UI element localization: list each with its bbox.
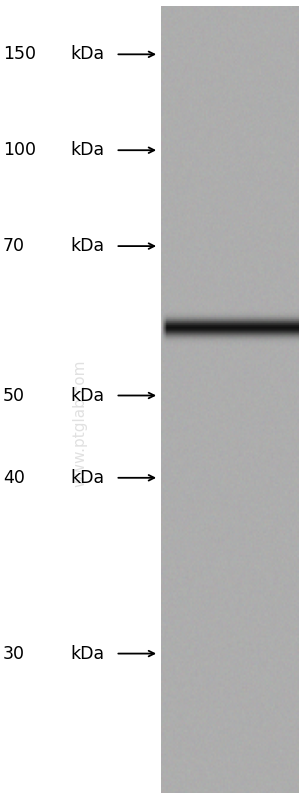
- Text: 150: 150: [3, 46, 36, 63]
- Text: kDa: kDa: [70, 645, 105, 662]
- Text: kDa: kDa: [70, 237, 105, 255]
- Text: kDa: kDa: [70, 469, 105, 487]
- Text: 30: 30: [3, 645, 25, 662]
- Text: 70: 70: [3, 237, 25, 255]
- Text: 50: 50: [3, 387, 25, 404]
- Bar: [0, 0, 156, 799]
- Text: 40: 40: [3, 469, 25, 487]
- Text: kDa: kDa: [70, 46, 105, 63]
- Text: kDa: kDa: [70, 141, 105, 159]
- Text: www.ptglab.com: www.ptglab.com: [72, 360, 87, 487]
- Text: 100: 100: [3, 141, 36, 159]
- Text: kDa: kDa: [70, 387, 105, 404]
